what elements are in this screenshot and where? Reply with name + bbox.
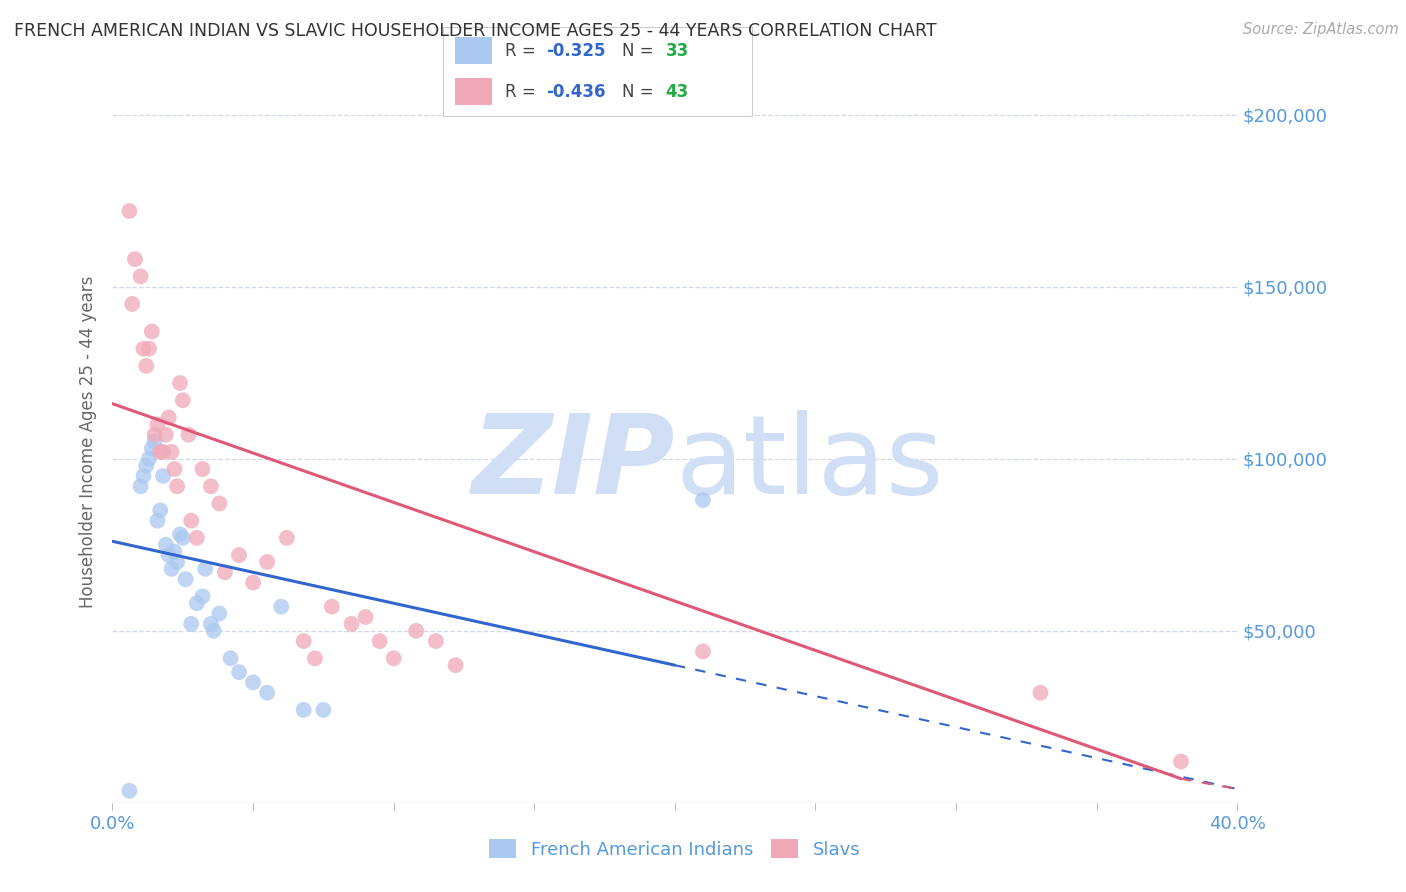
Point bbox=[202, 624, 225, 638]
Point bbox=[219, 651, 242, 665]
Point bbox=[191, 462, 214, 476]
Text: R =: R = bbox=[505, 42, 541, 60]
Point bbox=[160, 562, 183, 576]
Point bbox=[124, 252, 146, 267]
Point bbox=[169, 527, 191, 541]
Point bbox=[340, 616, 363, 631]
Point bbox=[228, 548, 250, 562]
Point bbox=[174, 572, 197, 586]
Point bbox=[180, 514, 202, 528]
Point bbox=[132, 342, 155, 356]
Text: Source: ZipAtlas.com: Source: ZipAtlas.com bbox=[1243, 22, 1399, 37]
Point bbox=[129, 479, 152, 493]
Point bbox=[1029, 686, 1052, 700]
Point bbox=[172, 531, 194, 545]
Point bbox=[194, 562, 217, 576]
Point bbox=[312, 703, 335, 717]
Point bbox=[368, 634, 391, 648]
Point bbox=[177, 427, 200, 442]
Text: R =: R = bbox=[505, 83, 541, 101]
Point bbox=[163, 544, 186, 558]
Point bbox=[200, 479, 222, 493]
Point bbox=[143, 434, 166, 449]
Point bbox=[132, 469, 155, 483]
Point bbox=[200, 616, 222, 631]
Point bbox=[256, 555, 278, 569]
Point bbox=[166, 555, 188, 569]
Point bbox=[146, 417, 169, 432]
Point bbox=[692, 644, 714, 658]
Legend: French American Indians, Slavs: French American Indians, Slavs bbox=[482, 832, 868, 866]
Point bbox=[228, 665, 250, 679]
Point bbox=[135, 359, 157, 373]
Y-axis label: Householder Income Ages 25 - 44 years: Householder Income Ages 25 - 44 years bbox=[79, 276, 97, 607]
Point bbox=[172, 393, 194, 408]
Point bbox=[166, 479, 188, 493]
Point bbox=[354, 610, 377, 624]
Point bbox=[146, 514, 169, 528]
Text: -0.325: -0.325 bbox=[547, 42, 606, 60]
Point bbox=[321, 599, 343, 614]
Point bbox=[149, 445, 172, 459]
Point bbox=[405, 624, 427, 638]
Point bbox=[157, 410, 180, 425]
Point bbox=[304, 651, 326, 665]
Point bbox=[155, 538, 177, 552]
Point bbox=[118, 204, 141, 219]
Bar bbox=[456, 78, 492, 105]
Point bbox=[292, 634, 315, 648]
Text: -0.436: -0.436 bbox=[547, 83, 606, 101]
Point bbox=[444, 658, 467, 673]
Point bbox=[270, 599, 292, 614]
Point bbox=[135, 458, 157, 473]
Point bbox=[163, 462, 186, 476]
Point bbox=[143, 427, 166, 442]
Bar bbox=[456, 37, 492, 64]
Point bbox=[141, 325, 163, 339]
Text: 33: 33 bbox=[665, 42, 689, 60]
Point bbox=[208, 607, 231, 621]
Text: ZIP: ZIP bbox=[471, 409, 675, 516]
Point bbox=[152, 445, 174, 459]
Point bbox=[118, 784, 141, 798]
Point bbox=[692, 493, 714, 508]
Point bbox=[121, 297, 143, 311]
Point bbox=[242, 675, 264, 690]
Point bbox=[256, 686, 278, 700]
Point bbox=[292, 703, 315, 717]
Point bbox=[208, 496, 231, 510]
Point bbox=[276, 531, 298, 545]
Point bbox=[160, 445, 183, 459]
Point bbox=[138, 451, 160, 466]
Point bbox=[138, 342, 160, 356]
Text: N =: N = bbox=[623, 83, 659, 101]
Point bbox=[155, 427, 177, 442]
Point bbox=[186, 596, 208, 610]
Text: atlas: atlas bbox=[675, 409, 943, 516]
Point bbox=[169, 376, 191, 390]
Point bbox=[425, 634, 447, 648]
Point bbox=[141, 442, 163, 456]
Point bbox=[242, 575, 264, 590]
Point bbox=[129, 269, 152, 284]
Text: FRENCH AMERICAN INDIAN VS SLAVIC HOUSEHOLDER INCOME AGES 25 - 44 YEARS CORRELATI: FRENCH AMERICAN INDIAN VS SLAVIC HOUSEHO… bbox=[14, 22, 936, 40]
Point bbox=[157, 548, 180, 562]
Point bbox=[1170, 755, 1192, 769]
Point bbox=[186, 531, 208, 545]
Text: 43: 43 bbox=[665, 83, 689, 101]
Point bbox=[214, 566, 236, 580]
Point bbox=[382, 651, 405, 665]
Point bbox=[152, 469, 174, 483]
Text: N =: N = bbox=[623, 42, 659, 60]
Point bbox=[180, 616, 202, 631]
Point bbox=[191, 590, 214, 604]
Point bbox=[149, 503, 172, 517]
